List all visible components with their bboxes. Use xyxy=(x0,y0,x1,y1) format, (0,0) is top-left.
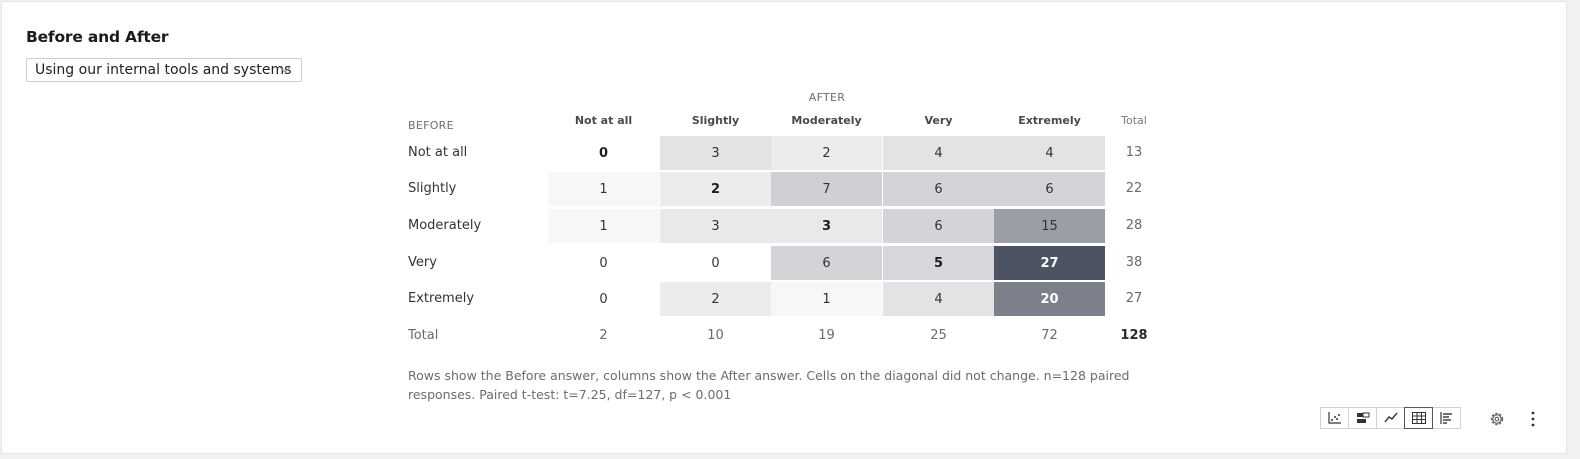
table-cell: 6 xyxy=(883,209,994,243)
grand-total: 128 xyxy=(1120,328,1148,343)
gear-icon[interactable] xyxy=(1488,410,1506,428)
table-view-button[interactable] xyxy=(1404,407,1433,429)
column-total: 2 xyxy=(599,328,608,343)
column-header: Not at all xyxy=(574,114,633,127)
total-column-header: Total xyxy=(1121,114,1147,127)
row-total: 38 xyxy=(1125,255,1143,270)
table-cell: 6 xyxy=(883,172,994,206)
table-cell: 0 xyxy=(548,136,659,170)
column-total: 25 xyxy=(930,328,947,343)
row-label: Extremely xyxy=(408,291,475,306)
table-cell: 2 xyxy=(660,172,771,206)
line-chart-button[interactable] xyxy=(1376,407,1405,429)
table-cell: 20 xyxy=(994,282,1105,316)
row-total: 13 xyxy=(1125,145,1143,160)
stacked-bar-icon xyxy=(1356,412,1369,423)
table-cell: 6 xyxy=(994,172,1105,206)
table-footnote: Rows show the Before answer, columns sho… xyxy=(408,368,1130,402)
crosstab-widget-card: Before and After Using our internal tool… xyxy=(1,1,1567,454)
row-label: Very xyxy=(408,255,437,270)
table-cell: 2 xyxy=(771,136,882,170)
table-cell: 4 xyxy=(883,136,994,170)
column-header: Very xyxy=(924,114,953,127)
table-cell: 3 xyxy=(771,209,882,243)
more-options-icon[interactable] xyxy=(1525,410,1541,428)
line-chart-icon xyxy=(1383,412,1398,423)
horizontal-bar-button[interactable] xyxy=(1432,407,1461,429)
table-cell: 4 xyxy=(994,136,1105,170)
scatter-chart-icon xyxy=(1327,412,1341,424)
table-cell: 2 xyxy=(660,282,771,316)
table-cell: 1 xyxy=(548,209,659,243)
table-cell: 6 xyxy=(771,246,882,280)
table-cell: 3 xyxy=(660,136,771,170)
table-cell: 0 xyxy=(548,246,659,280)
table-icon xyxy=(1411,412,1426,424)
table-cell: 0 xyxy=(548,282,659,316)
row-total: 27 xyxy=(1125,291,1143,306)
after-axis-label: AFTER xyxy=(808,91,846,104)
chart-type-toolbar xyxy=(1320,407,1461,431)
dropdown-value: Using our internal tools and systems xyxy=(35,62,292,78)
column-header: Extremely xyxy=(1018,114,1081,127)
table-cell: 5 xyxy=(883,246,994,280)
table-cell: 0 xyxy=(660,246,771,280)
table-cell: 3 xyxy=(660,209,771,243)
table-cell: 4 xyxy=(883,282,994,316)
row-label: Moderately xyxy=(408,218,482,233)
before-axis-label: BEFORE xyxy=(408,119,454,132)
chevron-down-icon xyxy=(279,66,291,73)
column-header: Moderately xyxy=(791,114,862,127)
column-total: 72 xyxy=(1041,328,1058,343)
table-cell: 15 xyxy=(994,209,1105,243)
widget-title: Before and After xyxy=(26,28,169,46)
horizontal-bar-icon xyxy=(1439,412,1452,424)
stacked-bar-button[interactable] xyxy=(1348,407,1377,429)
column-total: 19 xyxy=(818,328,835,343)
total-row-label: Total xyxy=(408,328,439,343)
scatter-chart-button[interactable] xyxy=(1320,407,1349,429)
table-cell: 1 xyxy=(771,282,882,316)
column-total: 10 xyxy=(707,328,724,343)
row-label: Slightly xyxy=(408,181,457,196)
row-label: Not at all xyxy=(408,145,468,160)
question-dropdown[interactable]: Using our internal tools and systems xyxy=(26,58,302,82)
row-total: 28 xyxy=(1125,218,1143,233)
table-cell: 7 xyxy=(771,172,882,206)
table-cell: 27 xyxy=(994,246,1105,280)
row-total: 22 xyxy=(1125,181,1143,196)
table-cell: 1 xyxy=(548,172,659,206)
column-header: Slightly xyxy=(691,114,740,127)
